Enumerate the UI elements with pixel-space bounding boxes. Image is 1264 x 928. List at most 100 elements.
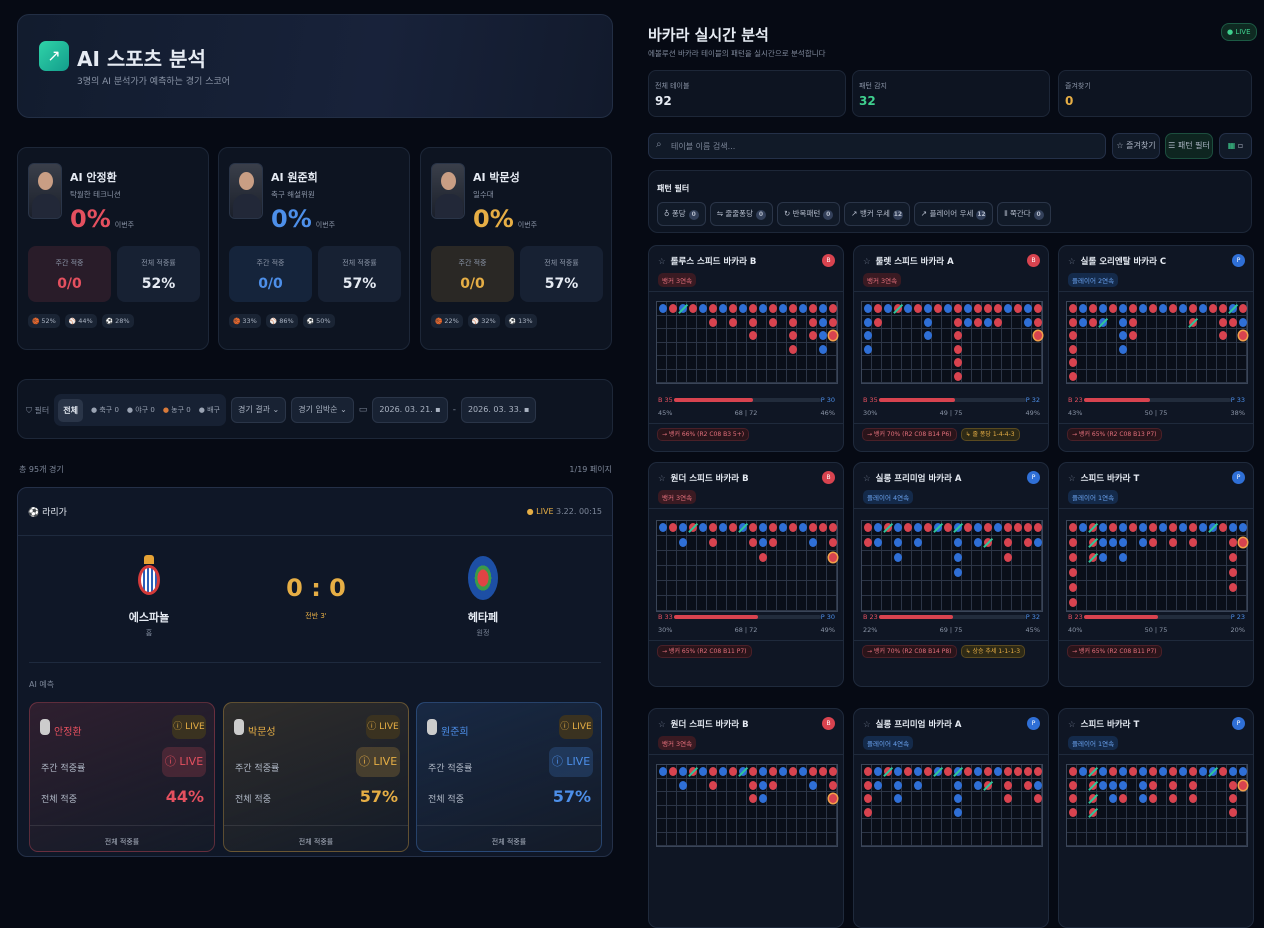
baccarat-table-card[interactable]: ☆ 룰렛 스피드 바카라 A B 뱅커 3연속 B 35 P 32 30% 49 | 75 49… bbox=[853, 245, 1049, 452]
favorite-star-icon[interactable]: ☆ bbox=[1068, 720, 1076, 730]
road-cell bbox=[952, 805, 962, 819]
date-to-input[interactable]: 2026. 03. 33. ▪ bbox=[460, 397, 537, 423]
bead-banker bbox=[828, 553, 837, 562]
road-cell bbox=[1087, 369, 1097, 383]
road-cell bbox=[1117, 832, 1127, 846]
road-cell bbox=[687, 302, 697, 316]
road-cell bbox=[1032, 329, 1042, 343]
road-cell bbox=[797, 792, 807, 806]
favorites-button[interactable]: ☆ 즐겨찾기 bbox=[1112, 133, 1160, 159]
favorite-star-icon[interactable]: ☆ bbox=[1068, 474, 1076, 484]
road-cell bbox=[902, 765, 912, 779]
road-cell bbox=[1217, 765, 1227, 779]
tab-volleyball[interactable]: ● 배구 bbox=[198, 406, 220, 414]
road-cell bbox=[747, 778, 757, 792]
baccarat-table-card[interactable]: ☆ 스피드 바카라 T P 플레이어 1연속 B 23 P 23 40% 50 | 75 20%… bbox=[1058, 462, 1254, 687]
road-cell bbox=[1207, 536, 1217, 551]
total-label: 전체 적중률 bbox=[342, 259, 377, 267]
road-cell bbox=[1227, 778, 1237, 792]
road-cell bbox=[1187, 792, 1197, 806]
compact-view-icon[interactable]: ▫ bbox=[1237, 141, 1244, 150]
favorite-star-icon[interactable]: ☆ bbox=[1068, 257, 1076, 267]
bead-banker bbox=[1188, 794, 1197, 803]
result-select[interactable]: 경기 결과 ⌄ bbox=[230, 397, 287, 423]
road-cell bbox=[1217, 342, 1227, 356]
baccarat-table-card[interactable]: ☆ 원더 스피드 바카라 B B 뱅커 3연속 bbox=[648, 708, 844, 928]
bead-banker bbox=[1013, 523, 1022, 532]
road-cell bbox=[687, 805, 697, 819]
baccarat-table-card[interactable]: ☆ 롤루스 스피드 바카라 B B 뱅커 3연속 B 35 P 30 45% 68 | 72 4… bbox=[648, 245, 844, 452]
road-cell bbox=[952, 369, 962, 383]
road-cell bbox=[1002, 315, 1012, 329]
road-cell bbox=[1217, 356, 1227, 370]
baccarat-table-card[interactable]: ☆ 실롤 오리엔탈 바카라 C P 플레이어 2연속 B 23 P 33 43% 50 | 7… bbox=[1058, 245, 1254, 452]
road-cell bbox=[952, 832, 962, 846]
baccarat-table-card[interactable]: ☆ 실롱 프리미엄 바카라 A P 플레이어 4연속 B 23 P 32 22% 69 | 7… bbox=[853, 462, 1049, 687]
date-from-input[interactable]: 2026. 03. 21. ▪ bbox=[372, 397, 448, 423]
tab-baseball[interactable]: ● 야구 0 bbox=[126, 406, 155, 414]
road-cell bbox=[787, 792, 797, 806]
road-cell bbox=[1237, 356, 1247, 370]
tab-all[interactable]: 전체 bbox=[58, 398, 84, 422]
pattern-chip[interactable]: ↻ 반복패턴 0 bbox=[776, 202, 841, 226]
road-cell bbox=[767, 566, 777, 581]
view-toggle[interactable]: ▦ ▫ bbox=[1219, 133, 1252, 159]
banker-ratio-bar bbox=[879, 398, 1026, 402]
bead-player bbox=[1078, 317, 1087, 327]
road-cell bbox=[797, 551, 807, 566]
pattern-chip[interactable]: ↗ 뱅커 우세 12 bbox=[844, 202, 910, 226]
pattern-chip[interactable]: ♁ 퐁당 0 bbox=[657, 202, 706, 226]
baccarat-table-card[interactable]: ☆ 실롱 프리미엄 바카라 A P 플레이어 4연속 bbox=[853, 708, 1049, 928]
banker-ratio-fill bbox=[674, 615, 758, 619]
road-cell bbox=[1227, 356, 1237, 370]
table-search-input[interactable]: ⌕ 테이블 이름 검색... bbox=[648, 133, 1106, 159]
pattern-chip[interactable]: ⇋ 줄줄퐁당 0 bbox=[709, 202, 773, 226]
baccarat-table-card[interactable]: ☆ 원더 스피드 바카라 B B 뱅커 3연속 B 33 P 30 30% 68 | 72 49… bbox=[648, 462, 844, 687]
road-cell bbox=[1167, 566, 1177, 581]
pattern-filter-button[interactable]: ☰ 패턴 필터 bbox=[1165, 133, 1213, 159]
road-cell bbox=[687, 315, 697, 329]
analyst-card[interactable]: AI 박문성 일수대 0% 이번주 주간 적중 0/0 전체 적중률 57% 🏀 22% ⚾ 32… bbox=[420, 147, 612, 350]
prediction-card[interactable]: 원준희 ⓘ LIVE 주간 적중률 ⓘ LIVE 전체 적중 57% 전체 적중률 bbox=[416, 702, 602, 852]
favorite-star-icon[interactable]: ☆ bbox=[658, 720, 666, 730]
grid-view-icon[interactable]: ▦ bbox=[1227, 141, 1236, 150]
road-cell bbox=[1067, 356, 1077, 370]
row-label: 주간 적중률 bbox=[428, 764, 473, 774]
bead-banker bbox=[708, 317, 717, 327]
road-cell bbox=[777, 596, 787, 611]
favorite-star-icon[interactable]: ☆ bbox=[863, 257, 871, 267]
bead-banker bbox=[788, 304, 797, 313]
road-cell bbox=[707, 536, 717, 551]
sort-select[interactable]: 경기 임박순 ⌄ bbox=[291, 397, 354, 423]
last-result-badge: B bbox=[1027, 254, 1040, 267]
favorite-star-icon[interactable]: ☆ bbox=[658, 474, 666, 484]
bead-banker bbox=[1148, 538, 1157, 547]
prediction-card[interactable]: 안정환 ⓘ LIVE 주간 적중률 ⓘ LIVE 전체 적중 44% 전체 적중률 bbox=[29, 702, 215, 852]
road-cell bbox=[1127, 369, 1137, 383]
analyst-card[interactable]: AI 원준희 축구 해설위원 0% 이번주 주간 적중 0/0 전체 적중률 57% 🏀 33%… bbox=[218, 147, 410, 350]
road-cell bbox=[992, 581, 1002, 596]
row-label: 주간 적중률 bbox=[41, 764, 86, 774]
match-card[interactable]: ⚽ 라리가 ● LIVE 3.22. 00:15 에스파뇰 홈 0 : 0 전반… bbox=[17, 487, 613, 857]
tab-basketball[interactable]: ● 농구 0 bbox=[162, 406, 191, 414]
road-cell bbox=[1237, 765, 1247, 779]
prediction-card[interactable]: 박문성 ⓘ LIVE 주간 적중률 ⓘ LIVE 전체 적중 57% 전체 적중률 bbox=[223, 702, 409, 852]
pattern-chip[interactable]: ⫴ 쭉간다 0 bbox=[997, 202, 1051, 226]
road-cell bbox=[882, 566, 892, 581]
road-cell bbox=[707, 342, 717, 356]
favorite-star-icon[interactable]: ☆ bbox=[863, 474, 871, 484]
analyst-card[interactable]: AI 안정환 탁월한 테크니션 0% 이번주 주간 적중 0/0 전체 적중률 52% 🏀 52… bbox=[17, 147, 209, 350]
baccarat-table-card[interactable]: ☆ 스피드 바카라 T P 플레이어 1연속 bbox=[1058, 708, 1254, 928]
weekly-label: 주간 적중 bbox=[55, 259, 84, 267]
pattern-chip[interactable]: ↗ 플레이어 우세 12 bbox=[913, 202, 994, 226]
tab-soccer[interactable]: ● 축구 0 bbox=[91, 406, 119, 414]
bead-banker bbox=[748, 523, 757, 532]
favorite-star-icon[interactable]: ☆ bbox=[863, 720, 871, 730]
analyst-avatar bbox=[40, 719, 50, 735]
bead-player bbox=[1158, 523, 1167, 532]
road-cell bbox=[1167, 765, 1177, 779]
bead-player bbox=[893, 767, 902, 776]
favorite-star-icon[interactable]: ☆ bbox=[658, 257, 666, 267]
weekly-hits-box: 주간 적중 0/0 bbox=[431, 246, 514, 302]
road-cell bbox=[1077, 581, 1087, 596]
